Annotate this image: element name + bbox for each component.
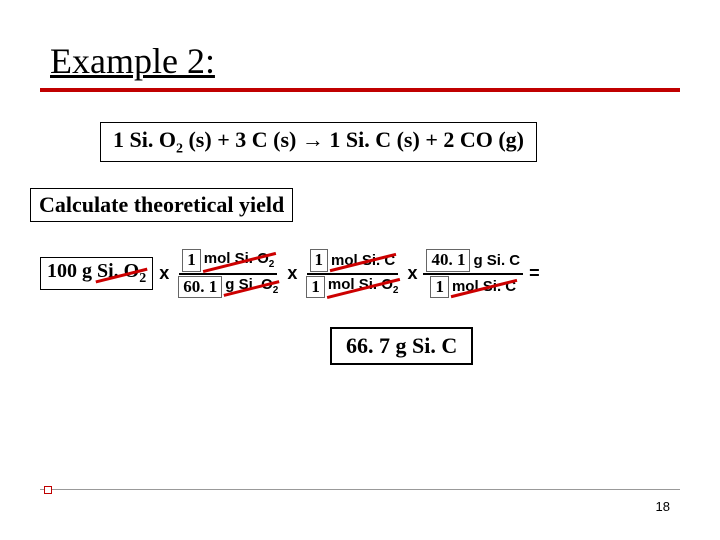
- f3-den-n: 1: [430, 276, 449, 298]
- coef-4: 2: [443, 127, 454, 152]
- plus-2: +: [425, 127, 438, 152]
- f2-num-unit: mol Si. C: [331, 252, 395, 270]
- fraction-1: 1 mol Si. O2 60. 1 g Si. O2: [175, 248, 281, 299]
- f1-num-n: 1: [182, 249, 201, 271]
- species-1: Si. O: [130, 127, 176, 152]
- species-4: CO: [460, 127, 493, 152]
- coef-2: 3: [235, 127, 246, 152]
- mult-3: x: [407, 263, 417, 284]
- slide: Example 2: 1 Si. O2 (s) + 3 C (s) → 1 Si…: [0, 0, 720, 540]
- phase-2: (s): [273, 127, 296, 152]
- f2-num-n: 1: [310, 249, 329, 271]
- instruction-box: Calculate theoretical yield: [30, 188, 293, 222]
- arrow: →: [302, 127, 324, 152]
- slide-title: Example 2:: [40, 40, 680, 82]
- phase-4: (g): [498, 127, 524, 152]
- title-underline: [40, 88, 680, 92]
- species-3: Si. C: [346, 127, 391, 152]
- start-amount: 100 g Si. O2: [40, 257, 153, 290]
- species-2: C: [252, 127, 268, 152]
- f3-num-unit: g Si. C: [473, 252, 520, 270]
- fraction-3: 40. 1 g Si. C 1 mol Si. C: [423, 248, 523, 299]
- f3-den-unit: mol Si. C: [452, 278, 516, 296]
- f3-num-n: 40. 1: [426, 249, 470, 271]
- fraction-2: 1 mol Si. C 1 mol Si. O2: [303, 248, 401, 299]
- f2-den-n: 1: [306, 276, 325, 298]
- f1-num-unit: mol Si. O2: [204, 250, 275, 271]
- phase-3: (s): [397, 127, 420, 152]
- start-value: 100 g: [47, 260, 92, 282]
- start-species: Si. O2: [97, 260, 146, 287]
- phase-1: (s): [188, 127, 211, 152]
- f1-den-n: 60. 1: [178, 276, 222, 298]
- footer-square-icon: [44, 486, 52, 494]
- mult-2: x: [287, 263, 297, 284]
- calculation-row: 100 g Si. O2 x 1 mol Si. O2 60. 1 g Si. …: [40, 248, 680, 299]
- mult-1: x: [159, 263, 169, 284]
- answer-box: 66. 7 g Si. C: [330, 327, 473, 365]
- equation-box: 1 Si. O2 (s) + 3 C (s) → 1 Si. C (s) + 2…: [100, 122, 537, 162]
- title-text: Example 2:: [50, 41, 215, 81]
- footer-line: [40, 489, 680, 490]
- page-number: 18: [656, 499, 670, 514]
- coef-3: 1: [329, 127, 340, 152]
- f2-den-unit: mol Si. O2: [328, 276, 399, 297]
- equals: =: [529, 263, 540, 284]
- plus-1: +: [217, 127, 230, 152]
- f1-den-unit: g Si. O2: [225, 276, 278, 297]
- coef-1: 1: [113, 127, 124, 152]
- sub-1: 2: [176, 141, 183, 156]
